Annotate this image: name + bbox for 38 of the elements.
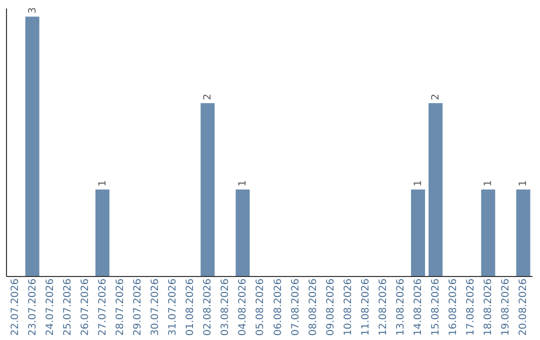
x-tick-label: 13.08.2026	[396, 278, 406, 336]
data-label: 2	[202, 94, 214, 100]
x-tick-label: 30.07.2026	[150, 278, 162, 336]
x-tick-label: 01.08.2026	[185, 278, 196, 336]
data-label: 1	[97, 180, 108, 187]
x-tick-label: 29.07.2026	[132, 278, 144, 336]
data-label: 1	[483, 180, 494, 187]
x-tick-label: 28.07.2026	[114, 278, 126, 336]
x-tick-label: 02.08.2026	[202, 278, 214, 336]
x-tick-label: 17.08.2026	[466, 278, 477, 336]
data-label: 1	[238, 180, 249, 187]
x-tick-label: 25.07.2026	[62, 278, 74, 336]
x-tick-label: 23.07.2026	[27, 278, 38, 336]
x-tick-label: 27.07.2026	[97, 278, 108, 336]
data-label: 2	[430, 94, 442, 100]
x-tick-label: 16.08.2026	[448, 278, 460, 336]
x-tick-label: 18.08.2026	[483, 278, 494, 336]
x-tick-label: 04.08.2026	[238, 278, 249, 336]
x-tick-label: 06.08.2026	[272, 278, 284, 336]
x-tick-label: 31.07.2026	[168, 278, 179, 336]
x-tick-label: 11.08.2026	[360, 278, 372, 336]
x-tick-label: 26.07.2026	[80, 278, 91, 336]
x-tick-label: 14.08.2026	[413, 278, 424, 336]
data-label: 1	[518, 180, 530, 187]
x-tick-label: 05.08.2026	[255, 278, 266, 336]
x-tick-label: 12.08.2026	[378, 278, 389, 336]
x-tick-label: 10.08.2026	[342, 278, 354, 336]
x-tick-label: 08.08.2026	[308, 278, 319, 336]
x-tick-label: 03.08.2026	[220, 278, 232, 336]
x-tick-label: 24.07.2026	[44, 278, 56, 336]
data-label: 3	[27, 7, 38, 14]
x-tick-label: 15.08.2026	[430, 278, 442, 336]
data-label: 1	[413, 180, 424, 187]
x-tick-label: 07.08.2026	[290, 278, 302, 336]
x-tick-label: 20.08.2026	[518, 278, 530, 336]
x-tick-label: 19.08.2026	[500, 278, 512, 336]
x-tick-label: 22.07.2026	[10, 278, 21, 336]
x-tick-label: 09.08.2026	[325, 278, 336, 336]
